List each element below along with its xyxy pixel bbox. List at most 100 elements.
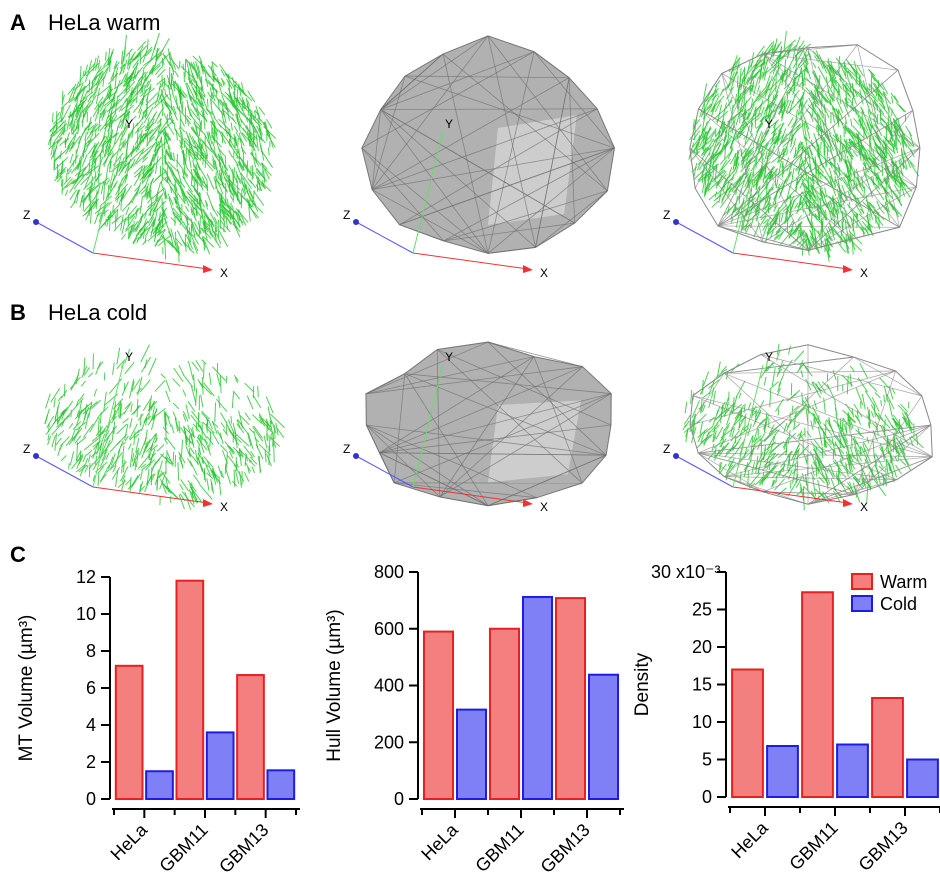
microtubule <box>259 417 272 432</box>
microtubule <box>132 453 134 462</box>
microtubule <box>233 167 234 182</box>
microtubule <box>140 484 141 493</box>
microtubule <box>128 482 135 489</box>
microtubule <box>140 196 143 214</box>
microtubule <box>685 402 687 414</box>
x-tick-label: GBM13 <box>215 820 272 877</box>
microtubule <box>838 84 839 99</box>
microtubule <box>252 466 255 473</box>
arrow-z <box>33 453 39 459</box>
microtubule <box>148 358 156 375</box>
microtubule <box>703 372 708 386</box>
microtubule <box>175 71 178 77</box>
bar <box>872 698 903 797</box>
microtubule <box>83 424 93 438</box>
microtubule <box>115 449 120 467</box>
x-tick-label: GBM11 <box>785 818 841 874</box>
x-tick-label: GBM13 <box>855 818 912 875</box>
microtubule <box>248 433 253 449</box>
y-tick-label: 800 <box>374 562 404 582</box>
hull-edge <box>761 355 922 396</box>
microtubule <box>182 101 183 111</box>
microtubule <box>192 185 199 195</box>
axis-letter: X <box>220 266 228 280</box>
microtubule <box>113 362 115 374</box>
microtubule <box>178 462 179 480</box>
y-tick-label: 400 <box>374 676 404 696</box>
microtubule <box>106 179 109 184</box>
hull-edge <box>724 477 896 480</box>
microtubule <box>181 440 182 457</box>
microtubule <box>207 99 208 108</box>
microtubule <box>898 139 901 145</box>
microtubule <box>168 85 170 96</box>
microtubule <box>117 424 127 434</box>
microtubule <box>212 432 219 444</box>
microtubule <box>199 448 200 455</box>
microtubule <box>217 373 220 386</box>
arrow-z <box>353 219 359 225</box>
arrow-x <box>523 265 533 273</box>
microtubule <box>216 399 227 411</box>
microtubule <box>114 422 115 435</box>
axis-x <box>413 253 528 269</box>
microtubule <box>793 407 806 421</box>
microtubule <box>803 133 804 140</box>
microtubule <box>53 116 61 124</box>
microtubule <box>204 363 205 379</box>
microtubule <box>131 474 140 488</box>
microtubule <box>69 423 73 428</box>
microtubule <box>886 138 887 157</box>
microtubule <box>871 411 873 417</box>
axis-x <box>733 253 848 269</box>
microtubule <box>129 379 133 398</box>
microtubule <box>210 437 211 447</box>
microtubule <box>813 63 816 69</box>
y-axis-label: MT Volume (µm³) <box>16 615 37 762</box>
microtubule <box>105 52 106 61</box>
microtubule <box>691 390 692 404</box>
microtubule <box>52 435 55 447</box>
y-tick-label: 0 <box>86 789 96 809</box>
microtubule-cloud <box>45 345 285 510</box>
microtubule <box>899 105 906 112</box>
microtubule <box>196 360 203 371</box>
y-tick-label: 10 <box>76 604 96 624</box>
microtubule <box>839 89 841 104</box>
axis-z <box>38 223 93 253</box>
microtubule <box>804 493 805 510</box>
bar <box>907 760 938 798</box>
microtubule <box>805 367 812 376</box>
microtubule <box>183 390 186 397</box>
microtubule <box>226 376 227 384</box>
microtubule <box>99 113 101 131</box>
microtubule <box>131 404 132 413</box>
microtubule <box>140 380 150 393</box>
microtubule <box>737 75 738 87</box>
microtubule <box>112 467 119 479</box>
arrow-z <box>673 219 679 225</box>
microtubule <box>856 187 864 197</box>
microtubule <box>94 179 96 186</box>
microtubule <box>120 442 125 446</box>
microtubule <box>128 189 138 205</box>
microtubule <box>245 462 250 471</box>
microtubule <box>134 221 135 233</box>
microtubule <box>231 123 232 131</box>
microtubule <box>266 119 271 128</box>
microtubule <box>220 445 227 452</box>
microtubule <box>174 122 175 130</box>
microtubule <box>58 396 62 401</box>
hull-surface <box>362 36 615 253</box>
microtubule <box>863 167 864 175</box>
x-tick-label: GBM13 <box>537 820 594 877</box>
microtubule <box>715 80 720 86</box>
hull-edge <box>854 357 922 396</box>
microtubule <box>140 414 141 426</box>
microtubule <box>856 388 863 406</box>
microtubule <box>76 136 81 153</box>
microtubule <box>221 227 226 232</box>
microtubule <box>143 58 153 66</box>
microtubule <box>180 484 183 490</box>
microtubule <box>188 401 195 411</box>
